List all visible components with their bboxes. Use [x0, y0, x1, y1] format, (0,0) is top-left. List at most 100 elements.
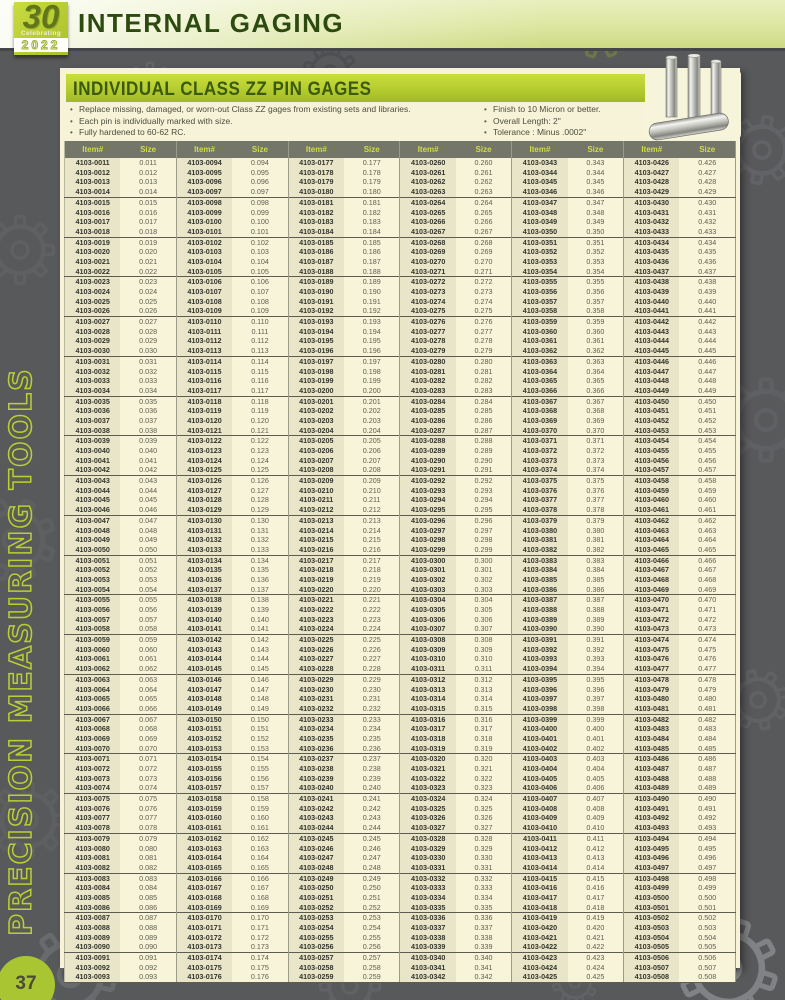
size-cell: 0.417 [567, 892, 624, 903]
size-cell: 0.071 [120, 753, 177, 764]
table-row: 4103-0074 0.074 4103-0157 0.157 4103-0240 0.2… [64, 783, 736, 794]
item-number-cell: 4103-0236 [287, 743, 345, 754]
item-number-cell: 4103-0062 [64, 664, 121, 675]
item-number-cell: 4103-0227 [287, 654, 345, 665]
item-number-cell: 4103-0163 [175, 843, 233, 854]
bullet-text: Overall Length: 2" [493, 115, 561, 126]
size-cell: 0.469 [679, 584, 736, 595]
table-row: 4103-0088 0.088 4103-0171 0.171 4103-0254 0.2… [64, 922, 736, 933]
item-number-cell: 4103-0269 [399, 247, 456, 257]
item-number-cell: 4103-0096 [175, 177, 233, 188]
size-cell: 0.142 [232, 633, 289, 645]
size-cell: 0.104 [232, 256, 289, 267]
size-cell: 0.396 [567, 684, 624, 695]
item-number-cell: 4103-0208 [287, 465, 345, 476]
item-number-cell: 4103-0216 [287, 544, 345, 555]
item-number-cell: 4103-0346 [511, 187, 568, 198]
item-number-cell: 4103-0074 [64, 783, 121, 794]
size-cell: 0.438 [679, 276, 736, 287]
size-cell: 0.246 [344, 843, 400, 854]
size-cell: 0.085 [120, 892, 177, 903]
table-row: 4103-0061 0.061 4103-0144 0.144 4103-0227 0.2… [64, 654, 736, 665]
item-number-cell: 4103-0366 [511, 385, 568, 396]
item-number-cell: 4103-0399 [511, 713, 568, 725]
item-number-cell: 4103-0191 [287, 296, 345, 307]
item-number-cell: 4103-0489 [623, 783, 680, 794]
item-number-cell: 4103-0055 [64, 594, 121, 605]
item-number-cell: 4103-0406 [511, 783, 568, 794]
size-cell: 0.404 [567, 763, 624, 774]
item-number-cell: 4103-0339 [399, 942, 456, 953]
size-cell: 0.480 [679, 694, 736, 704]
size-cell: 0.286 [455, 415, 512, 426]
item-number-cell: 4103-0028 [64, 326, 121, 337]
item-number-cell: 4103-0417 [511, 892, 568, 903]
size-cell: 0.366 [567, 385, 624, 396]
item-number-cell: 4103-0345 [511, 177, 568, 188]
size-cell: 0.057 [120, 614, 177, 625]
size-cell: 0.196 [344, 346, 400, 357]
item-number-cell: 4103-0078 [64, 823, 121, 834]
item-number-cell: 4103-0124 [175, 455, 233, 466]
size-cell: 0.220 [344, 584, 400, 595]
item-number-cell: 4103-0113 [175, 346, 233, 357]
size-cell: 0.395 [567, 673, 624, 685]
item-number-cell: 4103-0272 [399, 276, 456, 287]
item-number-cell: 4103-0142 [175, 633, 233, 645]
item-number-cell: 4103-0136 [175, 574, 233, 585]
size-cell: 0.097 [232, 187, 289, 198]
size-cell: 0.360 [567, 326, 624, 337]
item-number-cell: 4103-0091 [64, 951, 121, 963]
table-row: 4103-0015 0.015 4103-0098 0.098 4103-0181 0.1… [64, 196, 736, 208]
item-number-cell: 4103-0252 [287, 902, 345, 913]
table-row: 4103-0064 0.064 4103-0147 0.147 4103-0230 0.2… [64, 684, 736, 695]
item-number-cell: 4103-0245 [287, 832, 345, 844]
size-cell: 0.069 [120, 733, 177, 744]
item-number-cell: 4103-0169 [175, 902, 233, 913]
item-number-cell: 4103-0025 [64, 296, 121, 307]
size-cell: 0.090 [120, 942, 177, 953]
size-cell: 0.065 [120, 694, 177, 704]
item-number-cell: 4103-0128 [175, 495, 233, 506]
item-number-cell: 4103-0465 [623, 544, 680, 555]
size-cell: 0.497 [679, 862, 736, 873]
size-cell: 0.474 [679, 633, 736, 645]
size-cell: 0.461 [679, 505, 736, 516]
item-number-cell: 4103-0060 [64, 644, 121, 655]
size-cell: 0.310 [455, 654, 512, 665]
item-number-cell: 4103-0263 [399, 187, 456, 198]
size-cell: 0.150 [232, 713, 289, 725]
item-number-cell: 4103-0114 [175, 355, 233, 367]
item-number-cell: 4103-0161 [175, 823, 233, 834]
size-cell: 0.255 [344, 932, 400, 943]
item-number-cell: 4103-0184 [287, 226, 345, 237]
item-number-cell: 4103-0046 [64, 505, 121, 516]
item-number-cell: 4103-0162 [175, 832, 233, 844]
item-number-cell: 4103-0239 [287, 773, 345, 784]
table-row: 4103-0069 0.069 4103-0152 0.152 4103-0235 0.2… [64, 733, 736, 744]
size-cell: 0.019 [120, 236, 177, 248]
item-number-cell: 4103-0300 [399, 554, 456, 566]
item-number-cell: 4103-0023 [64, 276, 121, 287]
item-number-cell: 4103-0434 [623, 236, 680, 248]
item-number-cell: 4103-0011 [64, 158, 121, 168]
size-cell: 0.178 [344, 167, 400, 178]
item-number-cell: 4103-0391 [511, 633, 568, 645]
item-number-cell: 4103-0171 [175, 922, 233, 933]
item-number-cell: 4103-0198 [287, 366, 345, 377]
bullet-text: Fully hardened to 60-62 RC. [79, 127, 186, 137]
size-cell: 0.155 [232, 763, 289, 774]
item-number-cell: 4103-0103 [175, 247, 233, 257]
size-cell: 0.145 [232, 664, 289, 675]
item-number-cell: 4103-0371 [511, 435, 568, 446]
item-number-cell: 4103-0053 [64, 574, 121, 585]
size-cell: 0.037 [120, 415, 177, 426]
size-cell: 0.321 [455, 763, 512, 774]
size-cell: 0.175 [232, 962, 289, 973]
size-cell: 0.212 [344, 505, 400, 516]
item-number-cell: 4103-0119 [175, 406, 233, 416]
item-number-cell: 4103-0355 [511, 276, 568, 287]
item-number-cell: 4103-0243 [287, 813, 345, 824]
item-number-cell: 4103-0279 [399, 346, 456, 357]
size-cell: 0.307 [455, 624, 512, 635]
